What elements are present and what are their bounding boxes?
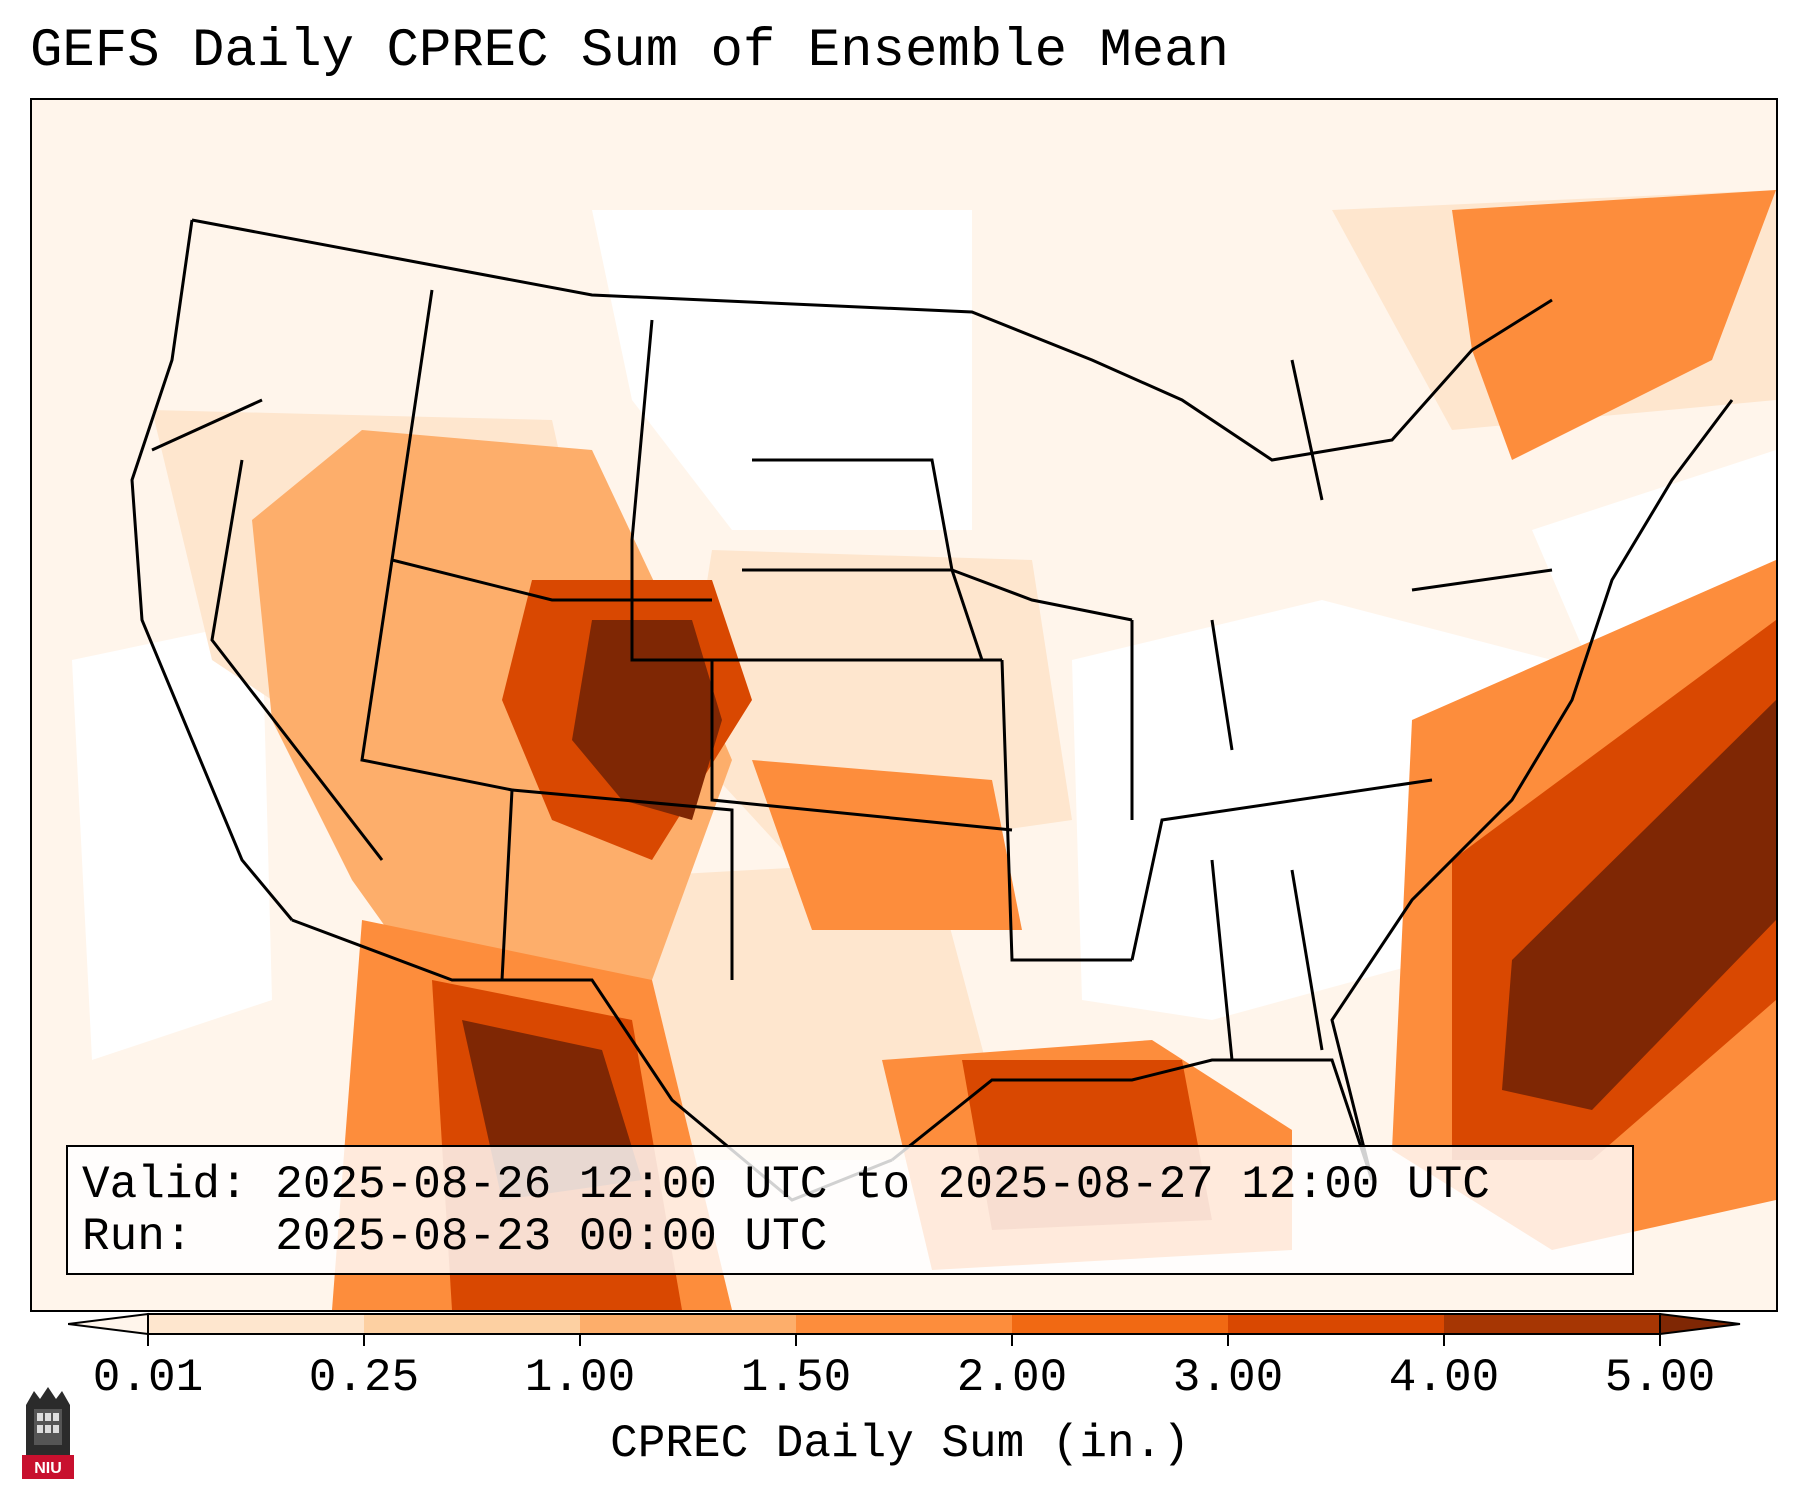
colorbar-cell: [1228, 1314, 1445, 1334]
run-time-text: Run: 2025-08-23 00:00 UTC: [82, 1211, 828, 1263]
medium-field-quebec: [1452, 190, 1776, 460]
colorbar-tick-label: 1.00: [524, 1352, 636, 1404]
colorbar-max-extension: [1659, 1312, 1741, 1336]
medium-field-rockies: [252, 430, 732, 1020]
dry-region-pacific: [72, 620, 272, 1060]
colorbar-tick-label: 4.00: [1388, 1352, 1500, 1404]
colorbar: [68, 1312, 1741, 1346]
colorbar-cell: [796, 1314, 1013, 1334]
map-title: GEFS Daily CPREC Sum of Ensemble Mean: [30, 21, 1229, 82]
validity-info-box: Valid: 2025-08-26 12:00 UTC to 2025-08-2…: [66, 1145, 1634, 1275]
atlantic-coast: [1330, 399, 1734, 1181]
state-line-2: [151, 398, 263, 452]
valid-time-text: Valid: 2025-08-26 12:00 UTC to 2025-08-2…: [82, 1159, 1490, 1211]
us-west-coast: [130, 219, 294, 921]
colorbar-tick-label: 0.01: [92, 1352, 204, 1404]
precipitation-map: [30, 98, 1778, 1312]
logo-text: NIU: [34, 1460, 62, 1477]
state-line-6: [630, 319, 1002, 662]
state-line-8: [752, 458, 984, 661]
colorbar-label: CPREC Daily Sum (in.): [610, 1418, 1190, 1470]
state-line-13: [1290, 869, 1324, 1051]
state-line-3: [210, 459, 384, 861]
dry-region-plains: [592, 210, 972, 530]
state-line-16: [1411, 568, 1553, 592]
colorbar-tick-label: 3.00: [1172, 1352, 1284, 1404]
colorbar-cell: [1012, 1314, 1229, 1334]
max-field-atlantic: [1502, 700, 1776, 1110]
state-line-12: [1210, 859, 1234, 1061]
medium-field-oklahoma: [752, 760, 1022, 930]
colorbar-cell: [148, 1314, 365, 1334]
colorbar-cell: [364, 1314, 581, 1334]
state-line-18: [1290, 359, 1324, 501]
boundary-lines: [130, 218, 1734, 1202]
gulf-coast: [891, 1058, 1374, 1181]
colorbar-border: [147, 1313, 1661, 1335]
state-line-5: [511, 788, 734, 980]
colorbar-tick-label: 0.25: [308, 1352, 420, 1404]
niu-logo: NIU: [22, 1387, 74, 1479]
state-line-10: [1000, 659, 1132, 962]
map-canvas: [32, 100, 1776, 1310]
colorbar-ticks: [147, 1334, 1661, 1346]
max-field-colorado: [572, 620, 722, 820]
colorbar-cells: [68, 1312, 1741, 1336]
state-line-15: [1210, 619, 1234, 751]
colorbar-tick-label: 5.00: [1604, 1352, 1716, 1404]
colorbar-min-extension: [68, 1312, 149, 1336]
colorbar-tick-label: 1.50: [740, 1352, 852, 1404]
colorbar-tick-label: 2.00: [956, 1352, 1068, 1404]
state-line-11: [1130, 778, 1433, 961]
us-canada-border: [191, 218, 1553, 462]
state-line-7: [710, 660, 1013, 832]
colorbar-cell: [580, 1314, 797, 1334]
state-line-17: [951, 568, 1133, 622]
state-line-4: [360, 559, 514, 981]
colorbar-cell: [1444, 1314, 1661, 1334]
